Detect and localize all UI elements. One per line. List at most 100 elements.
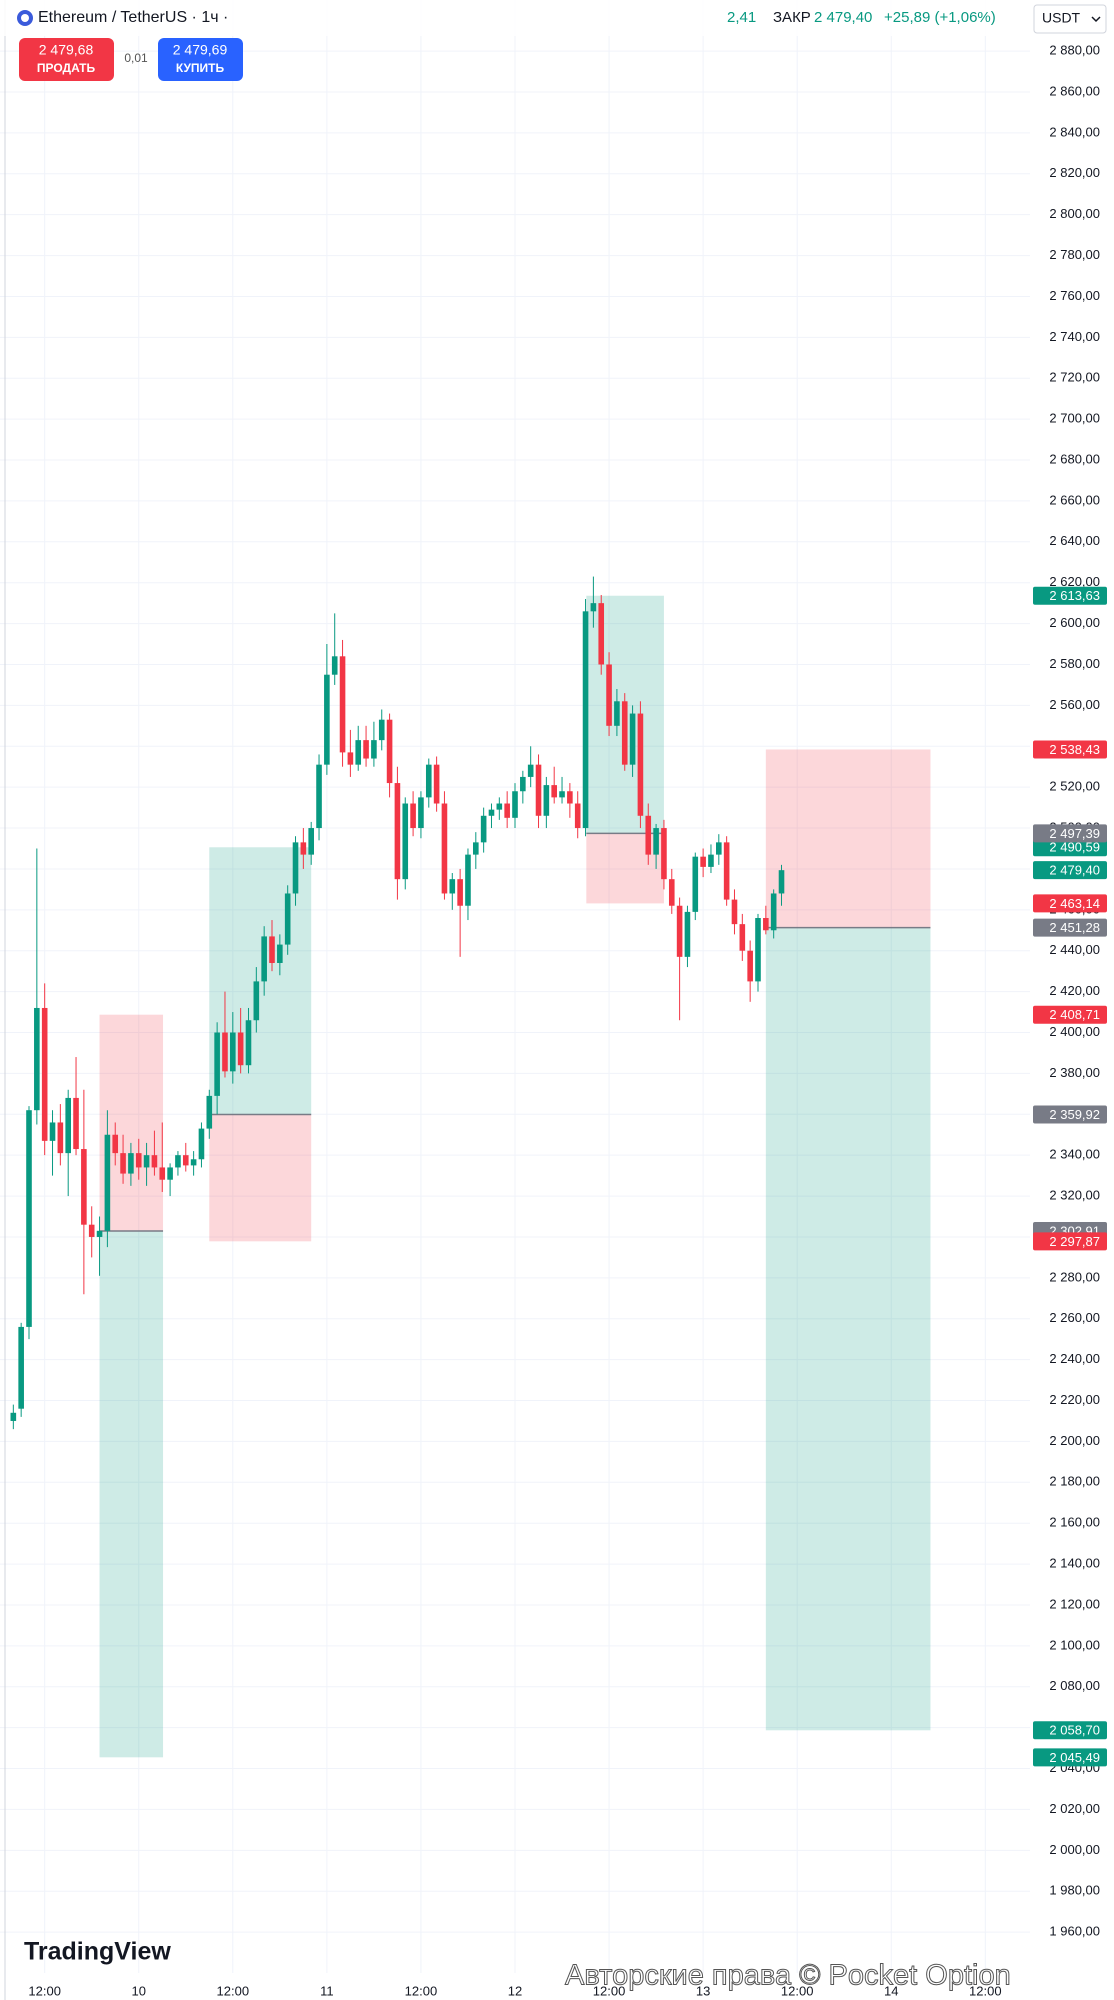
candle-body: [41, 1007, 48, 1141]
y-tick-label: 2 600,00: [1049, 615, 1100, 630]
price-marker-label: 2 408,71: [1049, 1007, 1100, 1022]
y-tick-label: 2 280,00: [1049, 1269, 1100, 1284]
sell-button[interactable]: [19, 38, 114, 81]
candle-body: [527, 764, 534, 777]
candle-body: [34, 1007, 40, 1111]
price-marker-label: 2 297,87: [1049, 1234, 1100, 1249]
y-tick-label: 2 840,00: [1049, 124, 1100, 139]
buy-button[interactable]: [158, 38, 243, 81]
candle-body: [135, 1153, 142, 1168]
price-marker: [1033, 838, 1107, 857]
sell-price[interactable]: 2 479,68: [39, 42, 94, 58]
stop-zone: [765, 749, 931, 928]
y-tick-label: 2 000,00: [1049, 1842, 1100, 1857]
x-tick-label: 10: [132, 1983, 146, 1998]
candle-body: [237, 1032, 244, 1066]
y-tick-label: 2 660,00: [1049, 492, 1100, 507]
x-tick-label: 13: [696, 1983, 710, 1998]
candle-body: [26, 1110, 32, 1327]
candle-body: [230, 1032, 236, 1072]
candle-body: [73, 1097, 79, 1150]
y-tick-label: 2 120,00: [1049, 1596, 1100, 1611]
candle-body: [49, 1122, 56, 1141]
y-tick-label: 2 260,00: [1049, 1310, 1100, 1325]
candle-body: [88, 1224, 95, 1237]
price-marker: [1033, 586, 1107, 605]
x-tick-label: 14: [884, 1983, 898, 1998]
candle-body: [120, 1153, 126, 1174]
currency-label[interactable]: USDT: [1042, 10, 1081, 26]
candle-body: [559, 791, 565, 798]
candle-body: [668, 879, 675, 906]
y-tick-label: 2 740,00: [1049, 329, 1100, 344]
y-tick-label: 2 080,00: [1049, 1678, 1100, 1693]
candle-body: [457, 879, 463, 906]
candle-body: [653, 828, 659, 855]
sell-label[interactable]: ПРОДАТЬ: [37, 61, 96, 75]
candle-body: [676, 905, 683, 957]
x-tick-label: 12:00: [593, 1983, 626, 1998]
candle-body: [574, 803, 581, 829]
candle-body: [480, 815, 487, 843]
change-value: +25,89 (+1,06%): [884, 9, 996, 26]
candle-body: [151, 1155, 158, 1168]
candle-body: [629, 713, 636, 765]
candle-body: [190, 1159, 197, 1166]
y-tick-label: 2 760,00: [1049, 288, 1100, 303]
candle-body: [473, 842, 479, 855]
price-marker: [1033, 861, 1107, 880]
buy-label[interactable]: КУПИТЬ: [176, 61, 225, 75]
x-tick-label: 12:00: [781, 1983, 814, 1998]
price-marker: [1033, 1232, 1107, 1251]
candle-body: [684, 911, 691, 957]
candle-body: [245, 1020, 252, 1066]
target-zone: [765, 927, 931, 1731]
candle-body: [284, 893, 291, 945]
price-marker: [1033, 1748, 1107, 1767]
y-tick-label: 2 220,00: [1049, 1392, 1100, 1407]
candle-body: [143, 1155, 150, 1168]
candle-body: [723, 842, 730, 900]
watermark: Авторские права © Pocket Option: [565, 1960, 1011, 1992]
price-marker-label: 2 490,59: [1049, 840, 1100, 855]
candle-body: [394, 783, 401, 880]
candle-body: [292, 842, 299, 894]
y-tick-label: 2 620,00: [1049, 574, 1100, 589]
candle-body: [433, 764, 440, 804]
price-marker-label: 2 479,40: [1049, 863, 1100, 878]
candle-body: [496, 803, 503, 810]
candle-body: [598, 603, 605, 665]
candle-body: [128, 1153, 134, 1174]
y-tick-label: 2 320,00: [1049, 1188, 1100, 1203]
candle-body: [347, 752, 354, 765]
candle-body: [198, 1128, 205, 1160]
header-bg: [0, 0, 1030, 36]
candle-body: [520, 776, 526, 792]
candle-body: [747, 950, 753, 982]
candle-body: [331, 656, 338, 675]
y-tick-label: 2 200,00: [1049, 1433, 1100, 1448]
y-tick-label: 2 160,00: [1049, 1515, 1100, 1530]
candle-body: [700, 856, 706, 867]
candle-body: [324, 674, 330, 765]
candle-body: [614, 701, 620, 726]
y-tick-label: 2 820,00: [1049, 165, 1100, 180]
currency-select[interactable]: [1033, 4, 1107, 34]
candle-body: [57, 1122, 64, 1154]
candle-body: [512, 791, 518, 818]
candle-body: [277, 944, 283, 963]
candle-body: [755, 918, 761, 982]
price-marker: [1033, 1105, 1107, 1124]
candle-body: [504, 803, 510, 818]
symbol-title: Ethereum / TetherUS · 1ч ·: [38, 9, 228, 26]
candle-body: [10, 1412, 17, 1421]
buy-price[interactable]: 2 479,69: [173, 42, 228, 58]
price-marker-label: 2 613,63: [1049, 588, 1100, 603]
logo: TradingView: [24, 1938, 171, 1966]
x-tick-label: 12:00: [217, 1983, 250, 1998]
candle-body: [175, 1155, 181, 1168]
candle-body: [371, 740, 377, 759]
y-tick-label: 2 440,00: [1049, 942, 1100, 957]
candle-body: [261, 936, 267, 982]
